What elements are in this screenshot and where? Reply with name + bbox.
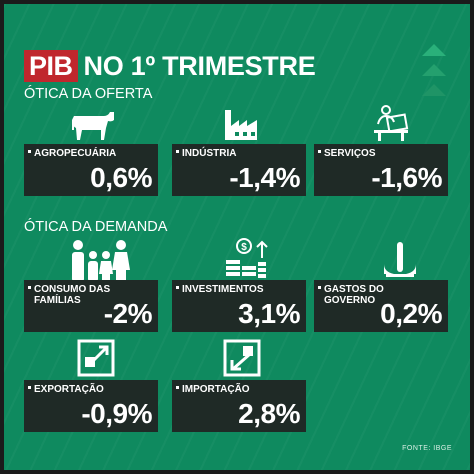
cow-icon [72, 112, 114, 140]
card-consumo-familias: CONSUMO DAS FAMÍLIAS -2% [24, 280, 158, 332]
page-title: PIB NO 1º TRIMESTRE [24, 50, 316, 82]
government-icon [384, 242, 416, 277]
infographic: PIB NO 1º TRIMESTRE ÓTICA DA OFERTA ÓTIC… [4, 4, 470, 470]
bullet-dot [176, 150, 179, 153]
import-icon [223, 339, 261, 377]
card-label: EXPORTAÇÃO [34, 384, 104, 395]
card-value: 0,6% [90, 162, 152, 193]
card-value: -1,4% [229, 162, 300, 193]
card-label: AGROPECUÁRIA [34, 148, 117, 159]
chevron-up-icon [422, 44, 446, 96]
card-label: INDÚSTRIA [182, 148, 237, 159]
bullet-dot [28, 386, 31, 389]
bullet-dot [28, 150, 31, 153]
card-label: GASTOS DO GOVERNO [324, 284, 384, 306]
card-label: INVESTIMENTOS [182, 284, 264, 295]
card-industria: INDÚSTRIA -1,4% [172, 144, 306, 196]
card-value: -2% [103, 298, 153, 329]
card-value: 3,1% [238, 298, 300, 329]
factory-icon [225, 110, 257, 140]
card-investimentos: INVESTIMENTOS 3,1% [172, 280, 306, 332]
card-importacao: IMPORTAÇÃO 2,8% [172, 380, 306, 432]
title-text: NO 1º TRIMESTRE [83, 50, 316, 81]
card-exportacao: EXPORTAÇÃO -0,9% [24, 380, 158, 432]
card-gastos-governo: GASTOS DO GOVERNO 0,2% [314, 280, 448, 332]
title-box: PIB [24, 50, 78, 82]
section-supply: ÓTICA DA OFERTA [24, 86, 153, 102]
section-demand: ÓTICA DA DEMANDA [24, 219, 168, 235]
bullet-dot [176, 286, 179, 289]
bullet-dot [318, 150, 321, 153]
person-desk-icon [374, 105, 409, 141]
card-label: IMPORTAÇÃO [182, 384, 250, 395]
card-value: 2,8% [238, 398, 300, 429]
card-label: SERVIÇOS [324, 148, 376, 159]
export-icon [77, 339, 115, 377]
family-icon [72, 240, 130, 282]
svg-text:$: $ [241, 242, 247, 253]
money-growth-icon: $ [226, 238, 268, 278]
bullet-dot [318, 286, 321, 289]
card-label: CONSUMO DAS FAMÍLIAS [34, 284, 111, 306]
card-servicos: SERVIÇOS -1,6% [314, 144, 448, 196]
card-value: 0,2% [380, 298, 442, 329]
bullet-dot [28, 286, 31, 289]
card-agropecuaria: AGROPECUÁRIA 0,6% [24, 144, 158, 196]
card-value: -1,6% [371, 162, 442, 193]
card-value: -0,9% [81, 398, 152, 429]
source-note: FONTE: IBGE [402, 445, 452, 452]
bullet-dot [176, 386, 179, 389]
